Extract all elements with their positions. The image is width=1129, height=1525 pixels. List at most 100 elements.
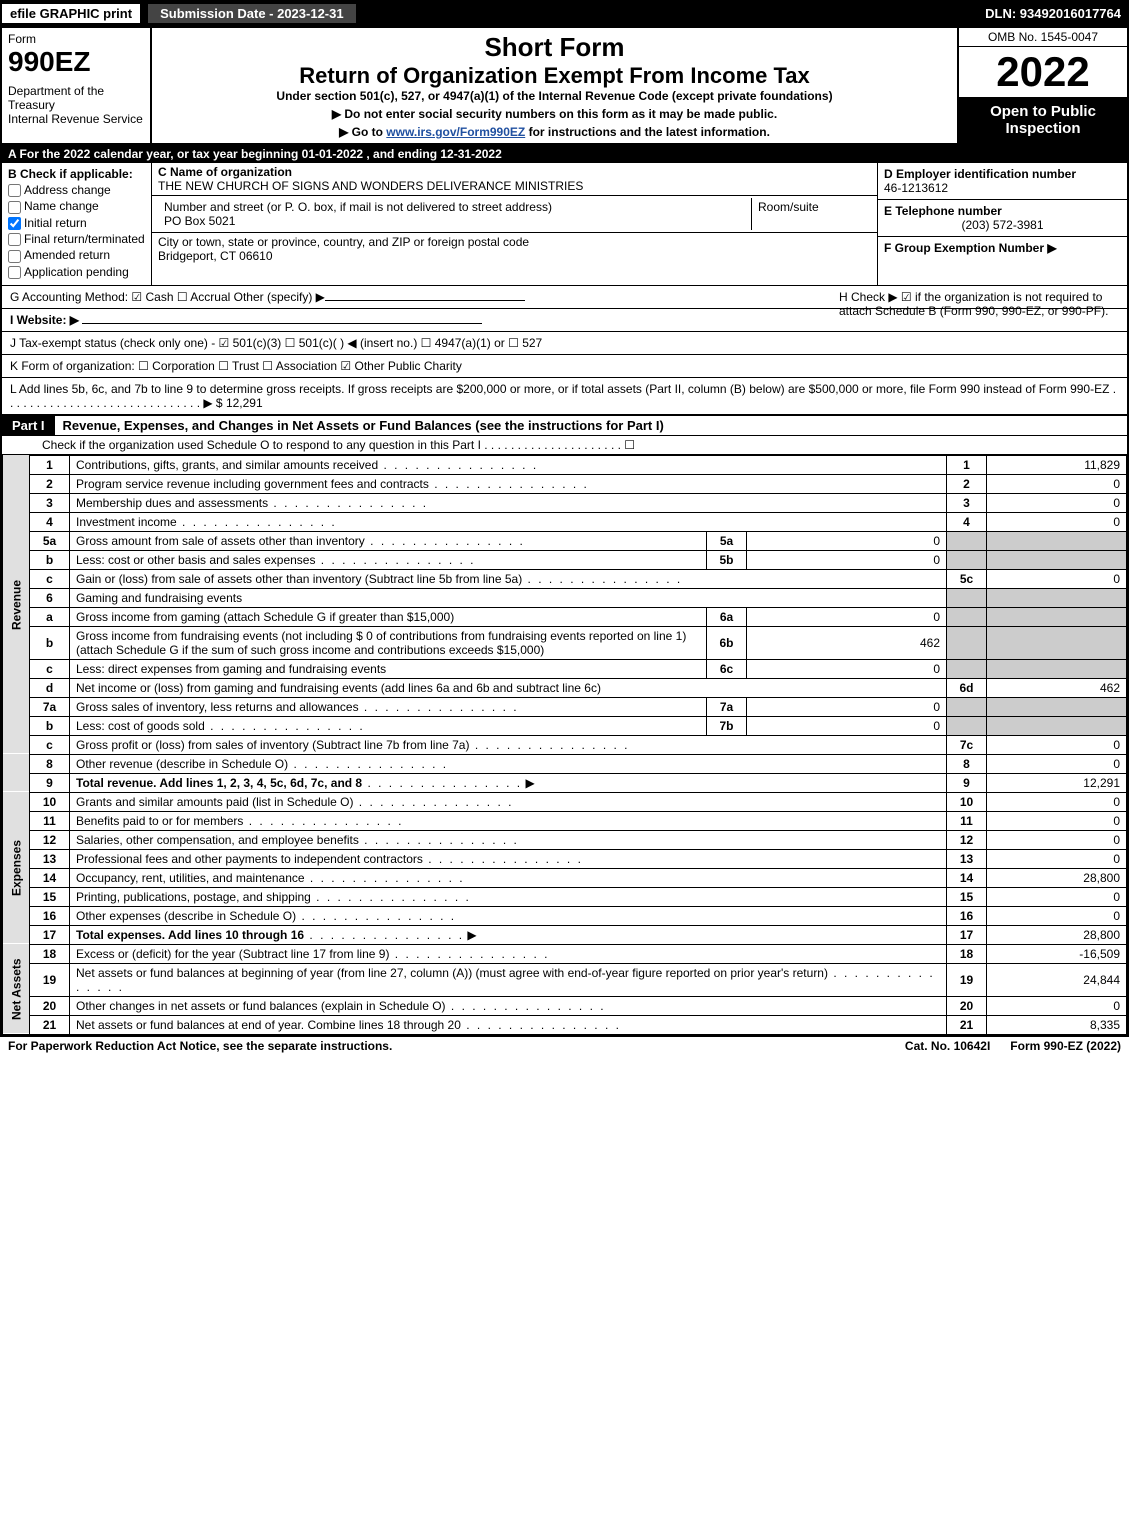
line1-amt: 11,829	[987, 455, 1127, 474]
instr2-post: for instructions and the latest informat…	[525, 125, 770, 139]
footer-catno: Cat. No. 10642I	[885, 1039, 1010, 1053]
row-i-website: I Website: ▶	[2, 309, 1127, 332]
line6c-amt: 0	[747, 659, 947, 678]
section-b-title: B Check if applicable:	[8, 167, 145, 181]
side-label-revenue: Revenue	[3, 455, 30, 754]
under-section: Under section 501(c), 527, or 4947(a)(1)…	[156, 89, 953, 103]
dln: DLN: 93492016017764	[985, 6, 1129, 21]
check-initial-return[interactable]: Initial return	[8, 216, 145, 230]
label-city: City or town, state or province, country…	[158, 235, 871, 249]
side-label-netassets: Net Assets	[3, 944, 30, 1034]
dept-label: Department of the Treasury Internal Reve…	[8, 84, 144, 126]
line20-desc: Other changes in net assets or fund bala…	[70, 996, 947, 1015]
label-ein: D Employer identification number	[884, 167, 1121, 181]
line10-desc: Grants and similar amounts paid (list in…	[70, 792, 947, 811]
line19-amt: 24,844	[987, 963, 1127, 996]
line18-amt: -16,509	[987, 944, 1127, 963]
line6a-desc: Gross income from gaming (attach Schedul…	[70, 607, 707, 626]
line9-amt: 12,291	[987, 773, 1127, 792]
line3-amt: 0	[987, 493, 1127, 512]
line1-desc: Contributions, gifts, grants, and simila…	[70, 455, 947, 474]
part1-table: Revenue 1 Contributions, gifts, grants, …	[2, 455, 1127, 1035]
line12-desc: Salaries, other compensation, and employ…	[70, 830, 947, 849]
line2-amt: 0	[987, 474, 1127, 493]
check-final-return[interactable]: Final return/terminated	[8, 232, 145, 246]
part1-title: Revenue, Expenses, and Changes in Net As…	[55, 416, 1127, 435]
accounting-method: G Accounting Method: ☑ Cash ☐ Accrual Ot…	[10, 290, 325, 304]
line16-desc: Other expenses (describe in Schedule O)	[70, 906, 947, 925]
line6d-amt: 462	[987, 678, 1127, 697]
line4-desc: Investment income	[70, 512, 947, 531]
efile-label: efile GRAPHIC print	[0, 2, 142, 25]
line7c-desc: Gross profit or (loss) from sales of inv…	[70, 735, 947, 754]
line6a-amt: 0	[747, 607, 947, 626]
check-name-change[interactable]: Name change	[8, 199, 145, 213]
line5c-desc: Gain or (loss) from sale of assets other…	[70, 569, 947, 588]
line13-amt: 0	[987, 849, 1127, 868]
line8-amt: 0	[987, 754, 1127, 773]
label-phone: E Telephone number	[884, 204, 1121, 218]
line5b-amt: 0	[747, 550, 947, 569]
instr-link: ▶ Go to www.irs.gov/Form990EZ for instru…	[156, 125, 953, 139]
row-l-gross-receipts: L Add lines 5b, 6c, and 7b to line 9 to …	[2, 378, 1127, 416]
label-org-name: C Name of organization	[158, 165, 871, 179]
line7b-desc: Less: cost of goods sold	[70, 716, 707, 735]
line4-amt: 0	[987, 512, 1127, 531]
instr-ssn: ▶ Do not enter social security numbers o…	[156, 107, 953, 121]
form-body: Form 990EZ Department of the Treasury In…	[0, 26, 1129, 1037]
line8-desc: Other revenue (describe in Schedule O)	[70, 754, 947, 773]
line15-desc: Printing, publications, postage, and shi…	[70, 887, 947, 906]
label-room: Room/suite	[758, 200, 865, 214]
ein: 46-1213612	[884, 181, 1121, 195]
return-title: Return of Organization Exempt From Incom…	[156, 63, 953, 89]
line14-desc: Occupancy, rent, utilities, and maintena…	[70, 868, 947, 887]
line9-desc: Total revenue. Add lines 1, 2, 3, 4, 5c,…	[70, 773, 947, 792]
city-state-zip: Bridgeport, CT 06610	[158, 249, 871, 263]
section-def: D Employer identification number 46-1213…	[877, 163, 1127, 285]
line16-amt: 0	[987, 906, 1127, 925]
check-address-change[interactable]: Address change	[8, 183, 145, 197]
open-inspection: Open to Public Inspection	[959, 97, 1127, 143]
website-label: I Website: ▶	[10, 313, 79, 327]
section-c: C Name of organization THE NEW CHURCH OF…	[152, 163, 877, 285]
tax-year: 2022	[959, 47, 1127, 97]
line6b-amt: 462	[747, 626, 947, 659]
form-number: 990EZ	[8, 46, 144, 78]
line20-amt: 0	[987, 996, 1127, 1015]
line7a-desc: Gross sales of inventory, less returns a…	[70, 697, 707, 716]
page-footer: For Paperwork Reduction Act Notice, see …	[0, 1037, 1129, 1055]
label-group-exemption: F Group Exemption Number ▶	[884, 241, 1121, 255]
section-b: B Check if applicable: Address change Na…	[2, 163, 152, 285]
line18-desc: Excess or (deficit) for the year (Subtra…	[70, 944, 947, 963]
row-j-tax-exempt: J Tax-exempt status (check only one) - ☑…	[2, 332, 1127, 355]
submission-date: Submission Date - 2023-12-31	[146, 2, 358, 25]
line7b-amt: 0	[747, 716, 947, 735]
footer-paperwork: For Paperwork Reduction Act Notice, see …	[8, 1039, 885, 1053]
line13-desc: Professional fees and other payments to …	[70, 849, 947, 868]
line21-amt: 8,335	[987, 1015, 1127, 1034]
line19-desc: Net assets or fund balances at beginning…	[70, 963, 947, 996]
line12-amt: 0	[987, 830, 1127, 849]
line5b-desc: Less: cost or other basis and sales expe…	[70, 550, 707, 569]
header-left: Form 990EZ Department of the Treasury In…	[2, 28, 152, 143]
org-name: THE NEW CHURCH OF SIGNS AND WONDERS DELI…	[158, 179, 871, 193]
line3-desc: Membership dues and assessments	[70, 493, 947, 512]
form-word: Form	[8, 32, 144, 46]
line7a-amt: 0	[747, 697, 947, 716]
check-application-pending[interactable]: Application pending	[8, 265, 145, 279]
header-mid: Short Form Return of Organization Exempt…	[152, 28, 957, 143]
line11-amt: 0	[987, 811, 1127, 830]
line6-desc: Gaming and fundraising events	[70, 588, 947, 607]
row-k-form-org: K Form of organization: ☐ Corporation ☐ …	[2, 355, 1127, 378]
gross-receipts-value: 12,291	[226, 396, 263, 410]
section-bcdef: B Check if applicable: Address change Na…	[2, 163, 1127, 286]
line2-desc: Program service revenue including govern…	[70, 474, 947, 493]
phone: (203) 572-3981	[884, 218, 1121, 232]
line17-desc: Total expenses. Add lines 10 through 16	[70, 925, 947, 944]
line6c-desc: Less: direct expenses from gaming and fu…	[70, 659, 707, 678]
irs-link[interactable]: www.irs.gov/Form990EZ	[386, 125, 525, 139]
check-amended-return[interactable]: Amended return	[8, 248, 145, 262]
line7c-amt: 0	[987, 735, 1127, 754]
part1-tab: Part I	[2, 416, 55, 435]
line17-amt: 28,800	[987, 925, 1127, 944]
